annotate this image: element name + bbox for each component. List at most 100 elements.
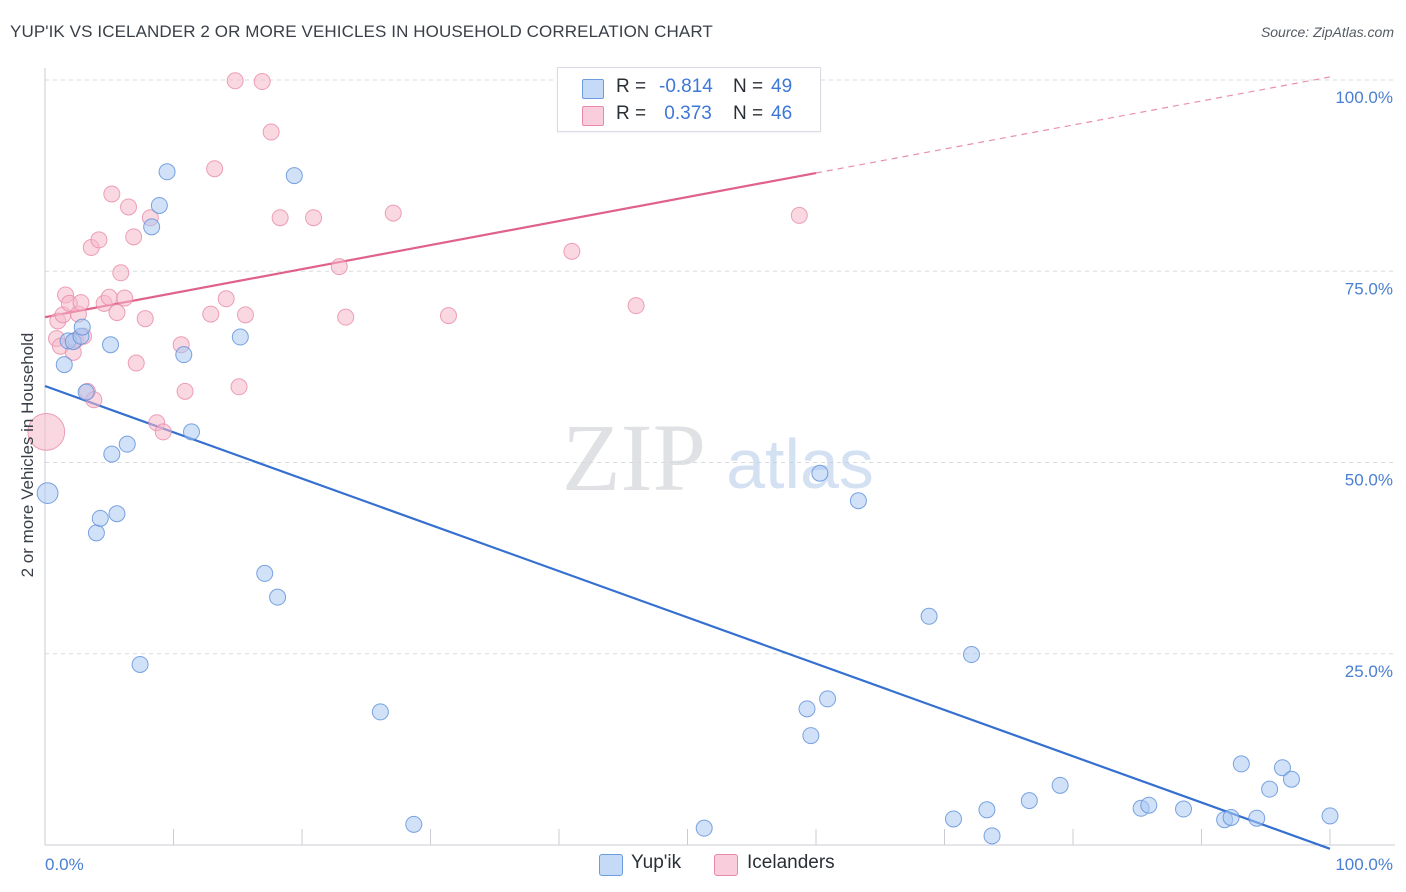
yupik-point: [1140, 796, 1158, 814]
chart-title: YUP'IK VS ICELANDER 2 OR MORE VEHICLES I…: [10, 22, 713, 41]
icelanders-point: [116, 289, 134, 307]
yupik-point: [962, 646, 980, 664]
icelanders-point: [72, 294, 90, 312]
yupik-point: [108, 505, 126, 523]
icelanders-point: [202, 305, 220, 323]
y-axis-label: 2 or more Vehicles in Household: [18, 332, 37, 578]
yupik-point: [811, 464, 829, 482]
x-tick-label: 0.0%: [45, 855, 84, 874]
yupik-point: [1282, 770, 1300, 788]
n-label: N =: [733, 103, 764, 124]
yupik-point: [1261, 780, 1279, 798]
yupik-point: [1232, 755, 1250, 773]
x-tick-label: 100.0%: [1335, 855, 1393, 874]
icelanders-point: [253, 73, 271, 91]
yupik-point: [87, 524, 105, 542]
stats-swatch-yupik: [582, 79, 604, 99]
yupik-point: [91, 509, 109, 527]
yupik-point: [983, 827, 1001, 845]
yupik-point: [175, 346, 193, 364]
n-value: 46: [771, 103, 793, 124]
yupik-point: [103, 445, 121, 463]
icelanders-point: [90, 231, 108, 249]
yupik-point: [798, 700, 816, 718]
yupik-point: [1273, 759, 1291, 777]
icelanders-point: [384, 204, 402, 222]
icelanders-point: [27, 413, 66, 451]
icelanders-point: [563, 242, 581, 260]
r-label: R =: [616, 103, 647, 124]
yupik-point: [150, 196, 168, 214]
icelanders-point: [100, 288, 118, 306]
n-value: 49: [771, 76, 793, 97]
icelanders-point: [112, 264, 130, 282]
stats-row-icelanders: R = 0.373 N = 46: [558, 103, 820, 131]
yupik-point: [73, 318, 91, 336]
watermark-zip: ZIP: [562, 404, 706, 511]
yupik-point: [231, 328, 249, 346]
yupik-point: [55, 356, 73, 374]
stats-swatch-icelanders: [582, 106, 604, 126]
yupik-point: [1222, 808, 1240, 826]
icelanders-point: [627, 297, 645, 315]
y-tick-label: 25.0%: [1345, 662, 1393, 681]
icelanders-point: [305, 209, 323, 227]
yupik-point: [978, 801, 996, 819]
icelanders-point: [262, 123, 280, 141]
legend-swatch-icelanders: [714, 854, 738, 876]
icelanders-point: [136, 310, 154, 328]
icelanders-point: [226, 72, 244, 90]
icelanders-point: [330, 258, 348, 276]
yupik-point: [802, 727, 820, 745]
yupik-point: [143, 218, 161, 236]
legend: Yup'ik Icelanders: [0, 852, 1406, 878]
yupik-point: [118, 435, 136, 453]
axes: [44, 68, 1395, 846]
stats-box: R = -0.814 N = 49 R = 0.373 N = 46: [557, 67, 821, 132]
yupik-point: [158, 163, 176, 181]
yupik-point: [1175, 800, 1193, 818]
r-value: -0.814: [659, 76, 713, 97]
icelanders-point: [217, 290, 235, 308]
trend-line-extension: [815, 76, 1331, 174]
icelanders-point: [337, 308, 355, 326]
n-label: N =: [733, 76, 764, 97]
trend-line-icelanders: [44, 171, 817, 319]
yupik-point: [819, 690, 837, 708]
trend-lines: [44, 76, 1331, 850]
icelanders-point: [154, 423, 172, 441]
yupik-point: [405, 815, 423, 833]
y-tick-label: 75.0%: [1345, 279, 1393, 298]
stats-row-yupik: R = -0.814 N = 49: [558, 76, 820, 104]
icelanders-point: [230, 378, 248, 396]
watermark: ZIP atlas: [562, 404, 874, 511]
yupik-point: [695, 819, 713, 837]
legend-label-icelanders: Icelanders: [747, 852, 835, 873]
icelanders-point: [176, 382, 194, 400]
gridlines: [45, 79, 1395, 655]
source-credit: Source: ZipAtlas.com: [1260, 24, 1394, 40]
yupik-point: [182, 423, 200, 441]
legend-swatch-yupik: [599, 854, 623, 876]
icelanders-point: [120, 198, 138, 216]
icelanders-point: [439, 307, 457, 325]
yupik-point: [1321, 807, 1339, 825]
yupik-point: [849, 492, 867, 510]
icelanders-point: [103, 185, 121, 203]
yupik-point: [1051, 776, 1069, 794]
yupik-point: [1248, 809, 1266, 827]
icelanders-point: [127, 354, 145, 372]
yupik-point: [371, 703, 389, 721]
icelanders-point: [108, 304, 126, 322]
yupik-point: [102, 336, 120, 354]
icelanders-point: [790, 206, 808, 224]
yupik-point: [269, 588, 287, 606]
icelanders-point: [125, 228, 143, 246]
yupik-point: [920, 607, 938, 625]
legend-label-yupik: Yup'ik: [631, 852, 682, 873]
yupik-point: [1020, 792, 1038, 810]
yupik-point: [36, 482, 59, 505]
r-value: 0.373: [659, 103, 712, 124]
trend-line-yupik: [44, 384, 1331, 850]
